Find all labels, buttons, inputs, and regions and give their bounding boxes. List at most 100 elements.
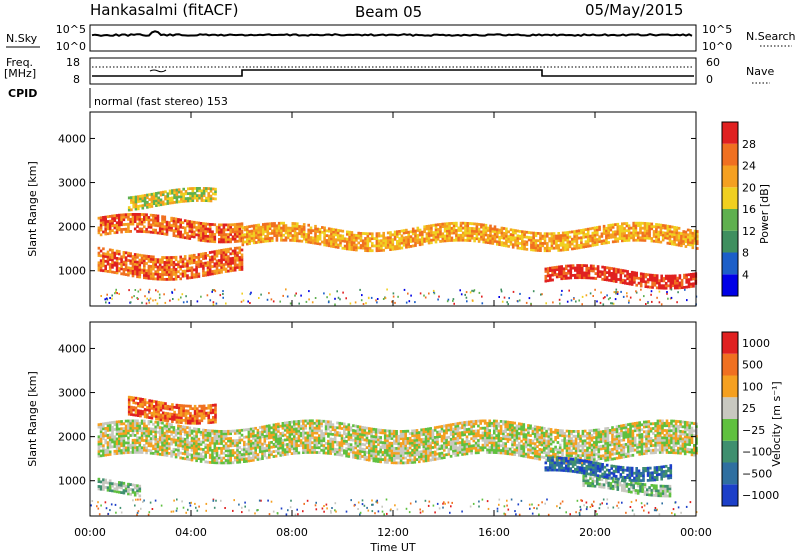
echo-pixel	[321, 240, 324, 244]
echo-pixel	[551, 278, 554, 282]
echo-pixel	[139, 204, 142, 208]
echo-pixel	[174, 438, 178, 442]
noise-pixel	[108, 301, 111, 304]
echo-pixel	[372, 447, 376, 451]
echo-pixel	[118, 262, 121, 266]
echo-pixel	[357, 241, 360, 245]
echo-pixel	[323, 243, 326, 247]
echo-pixel	[152, 260, 155, 264]
echo-pixel	[390, 444, 394, 448]
echo-pixel	[163, 426, 167, 430]
echo-pixel	[557, 232, 560, 235]
power-scatter-layer	[97, 187, 699, 306]
echo-pixel	[461, 231, 465, 235]
echo-pixel	[395, 451, 398, 455]
echo-pixel	[610, 267, 613, 270]
echo-pixel	[680, 286, 684, 289]
echo-pixel	[255, 241, 258, 244]
echo-pixel	[129, 421, 132, 425]
echo-pixel	[145, 230, 148, 234]
echo-pixel	[165, 225, 169, 229]
echo-pixel	[286, 443, 289, 446]
echo-pixel	[166, 194, 170, 198]
echo-pixel	[329, 420, 332, 424]
echo-pixel	[408, 446, 412, 450]
echo-pixel	[626, 277, 629, 281]
echo-pixel	[436, 233, 440, 236]
echo-pixel	[270, 441, 273, 444]
echo-pixel	[377, 239, 381, 243]
echo-pixel	[200, 189, 204, 193]
echo-pixel	[208, 237, 212, 241]
noise-pixel	[156, 302, 159, 305]
echo-pixel	[129, 220, 132, 224]
echo-pixel	[411, 239, 415, 243]
echo-pixel	[206, 429, 210, 432]
echo-pixel	[274, 425, 278, 429]
echo-pixel	[215, 269, 219, 272]
echo-pixel	[507, 240, 510, 243]
echo-pixel	[356, 432, 360, 436]
echo-pixel	[277, 221, 281, 225]
echo-pixel	[140, 261, 144, 265]
echo-pixel	[443, 424, 446, 428]
echo-pixel	[236, 441, 239, 445]
echo-pixel	[534, 248, 538, 252]
echo-pixel	[174, 443, 178, 447]
echo-pixel	[202, 199, 206, 202]
echo-pixel	[133, 265, 137, 268]
echo-pixel	[525, 240, 529, 244]
echo-pixel	[655, 240, 658, 243]
echo-pixel	[345, 432, 348, 436]
echo-pixel	[323, 236, 326, 239]
echo-pixel	[147, 255, 151, 258]
echo-pixel	[365, 441, 369, 445]
echo-pixel	[682, 230, 685, 233]
echo-pixel	[632, 238, 635, 242]
echo-pixel	[108, 445, 112, 449]
echo-pixel	[168, 192, 172, 195]
echo-pixel	[124, 446, 128, 450]
echo-pixel	[523, 233, 526, 236]
echo-pixel	[514, 236, 517, 240]
echo-pixel	[250, 224, 254, 228]
echo-pixel	[118, 449, 121, 453]
echo-pixel	[411, 444, 414, 447]
echo-pixel	[238, 246, 242, 250]
echo-pixel	[220, 459, 223, 462]
echo-pixel	[454, 454, 457, 457]
echo-pixel	[601, 277, 604, 281]
echo-pixel	[218, 454, 221, 457]
echo-pixel	[209, 199, 213, 203]
echo-pixel	[662, 284, 666, 288]
echo-pixel	[104, 220, 107, 224]
echo-pixel	[671, 279, 675, 283]
echo-pixel	[279, 451, 282, 455]
echo-pixel	[271, 231, 274, 235]
echo-pixel	[202, 236, 205, 240]
echo-pixel	[211, 260, 214, 264]
echo-pixel	[179, 265, 182, 269]
echo-pixel	[255, 231, 258, 235]
echo-pixel	[557, 249, 560, 252]
echo-pixel	[614, 232, 617, 236]
noise-pixel	[466, 300, 468, 303]
echo-pixel	[516, 234, 520, 238]
echo-pixel	[642, 280, 645, 283]
echo-pixel	[177, 429, 180, 433]
echo-pixel	[621, 229, 624, 233]
echo-pixel	[168, 278, 171, 281]
echo-pixel	[171, 196, 174, 200]
echo-pixel	[639, 231, 642, 235]
echo-pixel	[233, 458, 237, 462]
echo-pixel	[102, 427, 105, 431]
echo-pixel	[265, 446, 269, 450]
echo-pixel	[161, 265, 164, 269]
echo-pixel	[277, 439, 280, 443]
echo-pixel	[129, 254, 132, 258]
echo-pixel	[507, 244, 510, 248]
echo-pixel	[569, 266, 573, 270]
echo-pixel	[393, 432, 396, 436]
echo-pixel	[240, 453, 244, 456]
echo-pixel	[238, 263, 242, 267]
